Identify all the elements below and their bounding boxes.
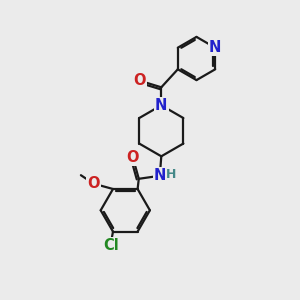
Text: N: N	[155, 98, 167, 113]
Text: Cl: Cl	[103, 238, 119, 253]
Text: H: H	[166, 168, 176, 181]
Text: N: N	[209, 40, 221, 55]
Text: N: N	[154, 168, 166, 183]
Text: O: O	[87, 176, 100, 191]
Text: O: O	[127, 150, 139, 165]
Text: O: O	[134, 73, 146, 88]
